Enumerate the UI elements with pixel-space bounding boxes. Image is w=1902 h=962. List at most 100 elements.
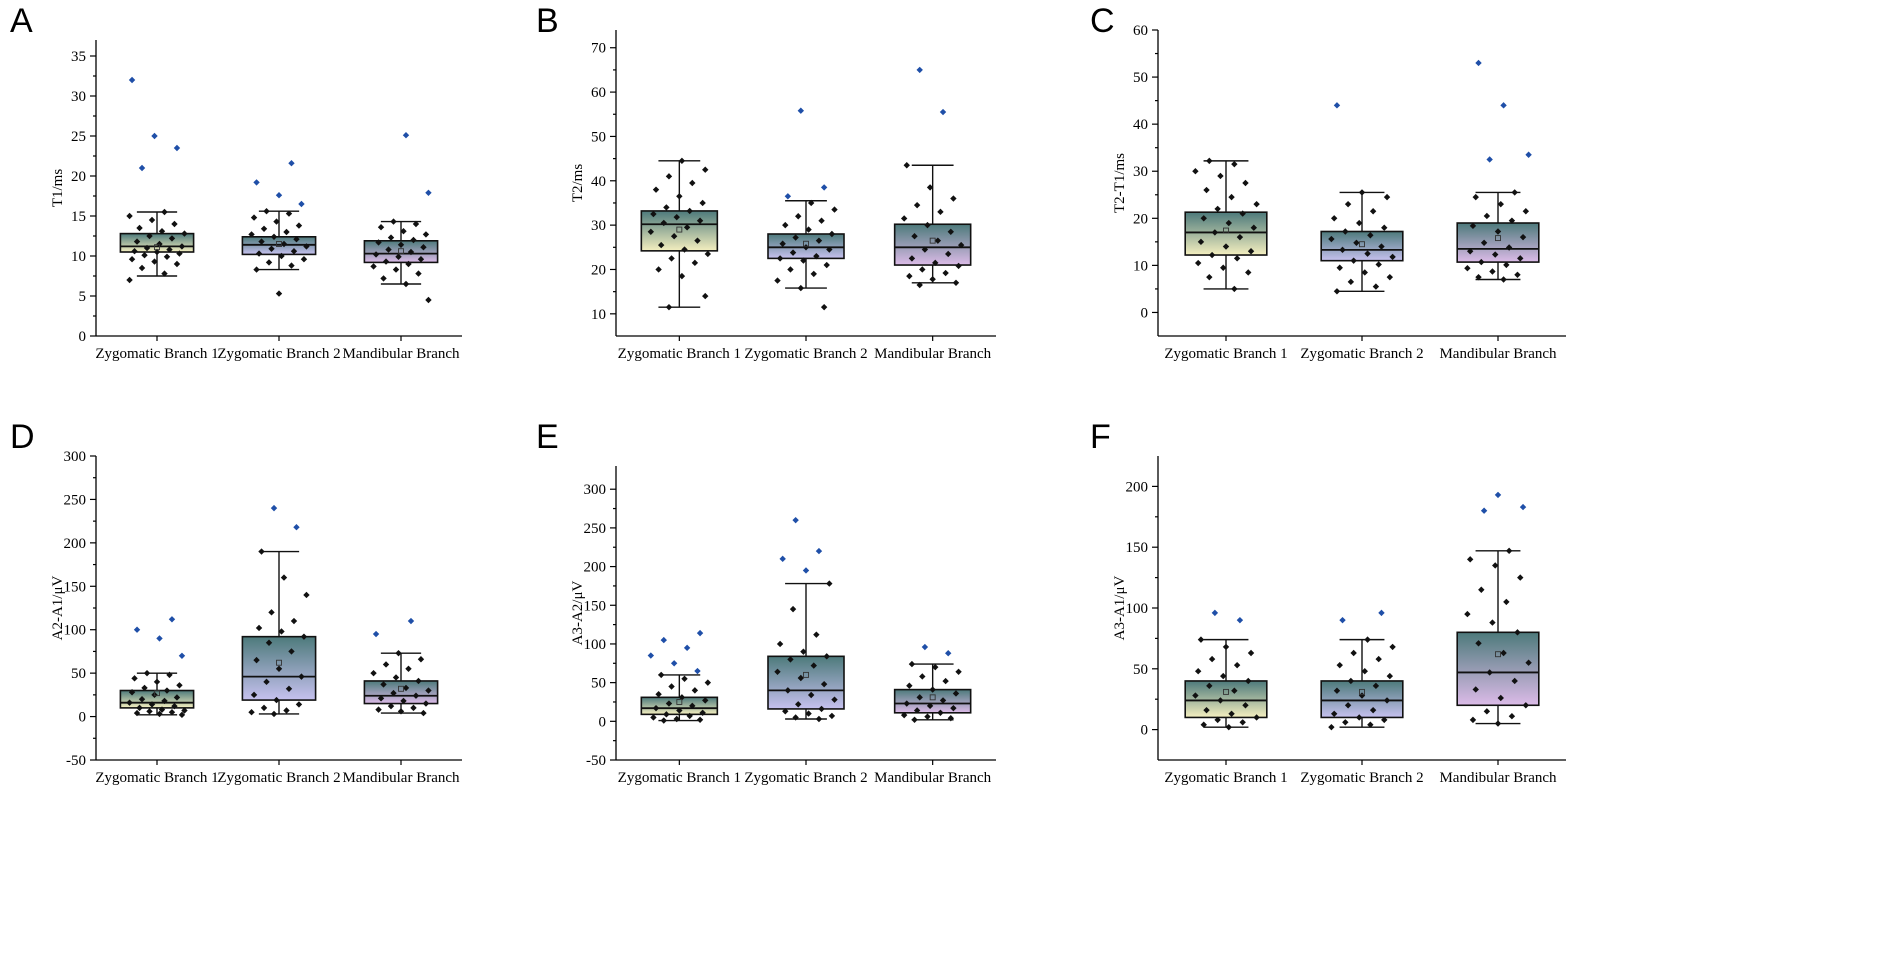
data-point [1514,629,1521,636]
data-point [1220,672,1227,680]
outlier-point [1500,102,1507,109]
data-point [818,705,825,713]
data-point [945,250,952,258]
mean-marker [1223,227,1229,234]
data-point [678,272,686,280]
data-point [1514,271,1521,278]
y-axis-title: A3-A1/μV [1112,575,1128,640]
data-point [402,684,410,692]
data-point [805,226,812,233]
mean-marker [803,240,809,247]
outlier-point [138,164,146,172]
data-point [686,207,693,215]
x-tick-label: Mandibular Branch [1439,770,1557,786]
data-point [696,716,704,723]
outlier-point [1480,507,1488,514]
data-point [171,220,178,228]
data-point [1367,721,1374,728]
data-point [939,697,947,704]
y-tick-label: 300 [64,449,87,465]
mean-marker [1359,688,1365,695]
data-point [405,260,412,268]
data-point [273,218,280,225]
outlier-point [275,192,283,199]
data-point [248,709,255,716]
data-point [792,234,799,241]
data-point [652,704,660,712]
data-point [789,605,797,613]
data-point [148,701,156,708]
data-point [275,665,283,672]
data-point [1200,215,1207,222]
data-point [1478,586,1485,593]
data-point [385,246,392,253]
y-tick-label: 0 [1141,723,1149,739]
data-point [689,179,696,187]
data-point [1236,233,1244,241]
data-point [1519,233,1527,241]
data-point [1242,179,1249,187]
data-point [820,303,828,311]
data-point [415,677,422,685]
box-group [767,516,845,723]
panel-c: C 0 10 20 30 40 50 60 T2-T1/ms Zygomatic Branch 1… [1090,2,1566,362]
outlier-point [156,635,163,642]
data-point [831,696,838,703]
data-point [1492,562,1499,569]
data-point [1356,714,1363,721]
y-tick-label: 10 [71,249,86,265]
data-point [689,702,696,710]
data-point [947,228,955,235]
x-tick-label: Mandibular Branch [342,346,460,362]
data-point [425,296,432,304]
data-point [400,697,407,705]
data-point [161,697,168,705]
data-point [1494,228,1502,235]
data-point [1253,714,1260,721]
data-point [919,673,926,680]
data-point [792,714,799,721]
data-point [957,241,965,249]
data-point [1489,619,1496,626]
data-point [820,680,828,688]
outlier-point [178,652,186,659]
y-tick-label: 0 [79,329,87,345]
panel-letter: B [536,2,559,40]
y-axis-title: T2-T1/ms [1112,153,1128,213]
data-point [789,249,797,256]
data-point [420,244,427,251]
data-point [924,713,931,720]
data-point [702,166,709,173]
data-point [900,215,908,222]
box-group [241,160,317,297]
data-point [143,669,151,677]
y-tick-label: 20 [71,169,86,185]
data-point [153,678,161,686]
outlier-point [407,617,415,625]
data-point [1483,708,1491,715]
outlier-point [1475,59,1482,67]
data-point [699,709,706,717]
data-point [919,266,926,273]
data-point [288,648,295,655]
data-point [1347,278,1355,286]
data-point [774,668,781,675]
data-point [1503,261,1510,269]
data-point [1483,212,1491,220]
data-point [1347,677,1355,685]
outlier-point [151,132,158,140]
data-point [650,714,657,721]
data-point [1353,239,1360,246]
data-point [813,631,820,638]
data-point [787,656,794,663]
data-point [138,264,146,272]
data-point [1225,723,1232,731]
data-point [950,704,957,712]
data-point [1222,643,1230,651]
data-point [1364,636,1371,643]
data-point [407,248,415,256]
data-point [283,707,290,714]
data-point [652,186,660,193]
data-point [395,649,402,657]
data-point [1250,224,1258,231]
